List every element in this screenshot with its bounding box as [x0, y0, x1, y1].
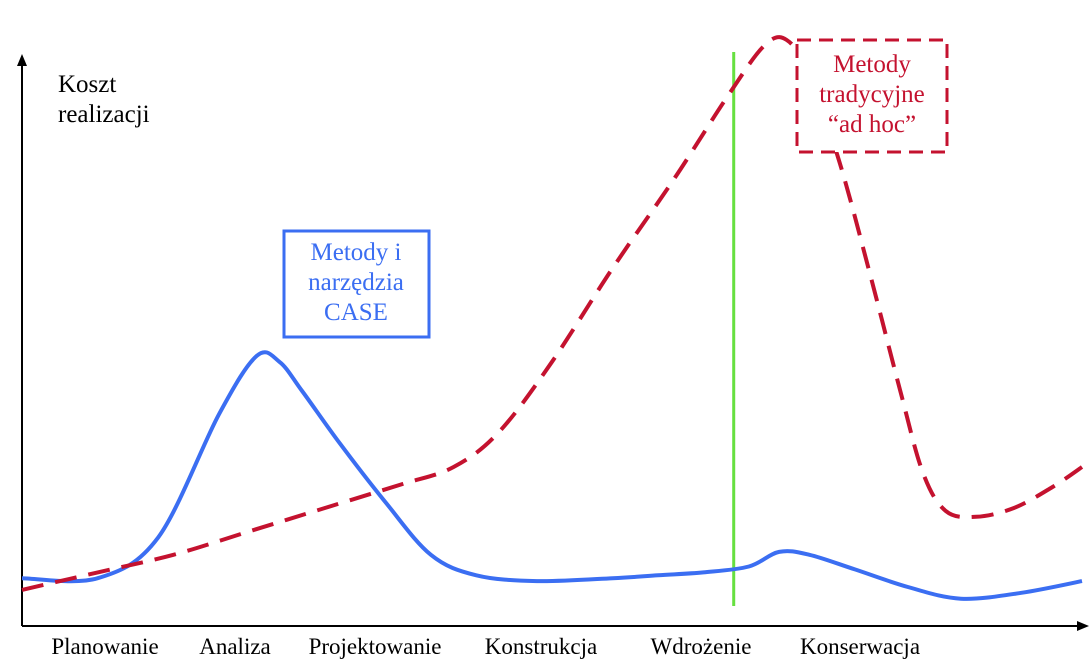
series-line-ad-hoc	[21, 35, 1084, 592]
y-axis-arrow	[17, 54, 27, 66]
series-label-case-line: narzędzia	[308, 269, 404, 296]
series-label-case-line: CASE	[324, 299, 388, 326]
x-tick-label: Projektowanie	[309, 634, 442, 659]
series-label-ad-hoc-line: tradycyjne	[819, 81, 925, 108]
series-layer	[21, 35, 1084, 601]
series-line-case	[21, 350, 1083, 601]
x-tick-label: Analiza	[199, 634, 271, 659]
y-axis-label-line: realizacji	[58, 101, 150, 128]
x-tick-label: Konserwacja	[800, 634, 920, 659]
series-label-ad-hoc-line: “ad hoc”	[828, 111, 916, 138]
axes	[17, 54, 1089, 631]
x-tick-label: Planowanie	[51, 634, 158, 659]
series-label-ad-hoc-line: Metody	[833, 51, 911, 78]
series-label-ad-hoc: Metody tradycyjne “ad hoc”	[795, 38, 949, 154]
y-axis-label-line: Koszt	[58, 71, 116, 98]
x-tick-label: Wdrożenie	[651, 634, 752, 659]
x-tick-label: Konstrukcja	[485, 634, 597, 659]
series-label-ad-hoc-box	[795, 38, 949, 154]
series-label-case-box	[282, 229, 431, 339]
series-label-case-line: Metody i	[311, 239, 402, 266]
label-layer: Koszt realizacji Planowanie Analiza Projekto…	[51, 38, 949, 659]
x-axis-arrow	[1077, 621, 1089, 631]
series-label-case: Metody i narzędzia CASE	[282, 229, 431, 339]
